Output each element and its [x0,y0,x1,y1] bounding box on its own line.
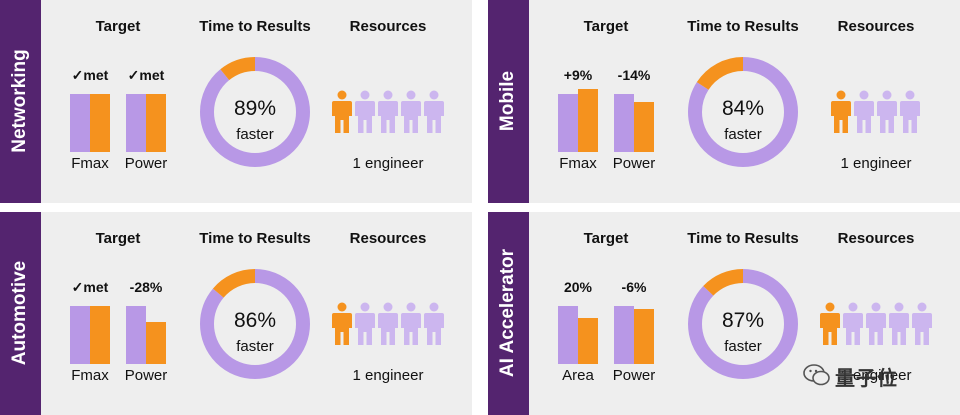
target-category: Power [612,155,656,172]
donut-subtitle: faster [724,126,762,143]
panel-title: AI Accelerator [497,248,518,378]
target-category: Fmax [71,155,109,172]
bar-baseline [558,94,578,152]
panel-sidebar: Automotive [0,212,41,415]
person-icon [854,90,874,133]
person-icon [888,302,909,345]
person-icon [400,90,421,133]
donut-subtitle: faster [236,126,274,143]
person-icon [377,302,398,345]
header-resources: Resources [349,18,427,35]
bar-result [578,317,598,364]
person-icon [331,90,352,133]
person-icon [819,302,840,345]
person-icon [911,302,932,345]
person-icon [354,302,375,345]
donut-value: 86% [234,309,276,332]
person-icon [331,302,352,345]
bar-result [90,94,110,152]
donut-remaining-arc [200,269,310,379]
panel-ai-accelerator: AI Accelerator Target Time to Results Resou… [488,212,960,415]
panel-title: Mobile [497,70,518,132]
header-time: Time to Results [199,230,311,247]
target-label: ✓met [71,279,109,295]
bar-baseline [126,94,146,152]
donut-chart: 84% faster [688,57,798,167]
panel-automotive: Automotive Target Time to Results Resources… [0,212,472,415]
target-category: Fmax [71,367,109,384]
header-resources: Resources [837,18,915,35]
bar-result [146,322,166,364]
engineer-count: 1 engineer [840,155,912,172]
target-category: Power [612,367,656,384]
donut-subtitle: faster [236,338,274,355]
person-icon [831,90,851,133]
donut-value: 84% [722,97,764,120]
bar-result [634,102,654,152]
wechat-icon [803,364,830,386]
person-icon [377,90,398,133]
panel-sidebar: AI Accelerator [488,212,529,415]
bar-baseline [70,94,90,152]
bar-result [146,94,166,152]
target-category: Power [124,367,168,384]
bar-result [634,309,654,364]
panel-sidebar: Mobile [488,0,529,203]
bar-baseline [70,306,90,364]
bar-result [90,306,110,364]
person-icon [423,302,444,345]
header-time: Time to Results [687,18,799,35]
donut-chart: 89% faster [200,57,310,167]
donut-remaining-arc [688,269,798,379]
header-target: Target [583,230,629,247]
donut-subtitle: faster [724,338,762,355]
donut-remaining-arc [200,57,310,167]
person-icon [423,90,444,133]
target-label: ✓met [127,67,165,83]
panel-title: Automotive [9,260,30,366]
bar-baseline [126,306,146,364]
header-target: Target [95,18,141,35]
donut-chart: 87% faster [688,269,798,379]
person-icon [400,302,421,345]
engineer-count: 1 engineer [352,367,424,384]
person-icon [877,90,897,133]
target-label: -6% [621,279,647,295]
target-label: 20% [563,279,593,295]
target-category: Power [124,155,168,172]
header-time: Time to Results [199,18,311,35]
donut-value: 89% [234,97,276,120]
person-icon [900,90,920,133]
header-time: Time to Results [687,230,799,247]
header-target: Target [95,230,141,247]
bar-baseline [614,94,634,152]
target-label: -28% [129,279,163,295]
bar-baseline [558,306,578,364]
bar-result [578,88,598,152]
watermark-text: 量子位 [835,368,898,390]
panel-sidebar: Networking [0,0,41,203]
engineer-count: 1 engineer [352,155,424,172]
donut-remaining-arc [688,57,798,167]
panel-networking: Networking Target Time to Results Resources… [0,0,472,203]
engineer-count: 1 engineer [840,367,912,384]
panel-mobile: Mobile Target Time to Results Resources +9% F… [488,0,960,203]
target-label: +9% [563,67,593,83]
target-label: -14% [617,67,651,83]
header-target: Target [583,18,629,35]
donut-value: 87% [722,309,764,332]
target-category: Fmax [559,155,597,172]
bar-baseline [614,306,634,364]
person-icon [354,90,375,133]
header-resources: Resources [837,230,915,247]
header-resources: Resources [349,230,427,247]
panel-title: Networking [9,49,30,153]
person-icon [865,302,886,345]
target-category: Area [562,367,594,384]
target-label: ✓met [71,67,109,83]
donut-chart: 86% faster [200,269,310,379]
person-icon [842,302,863,345]
